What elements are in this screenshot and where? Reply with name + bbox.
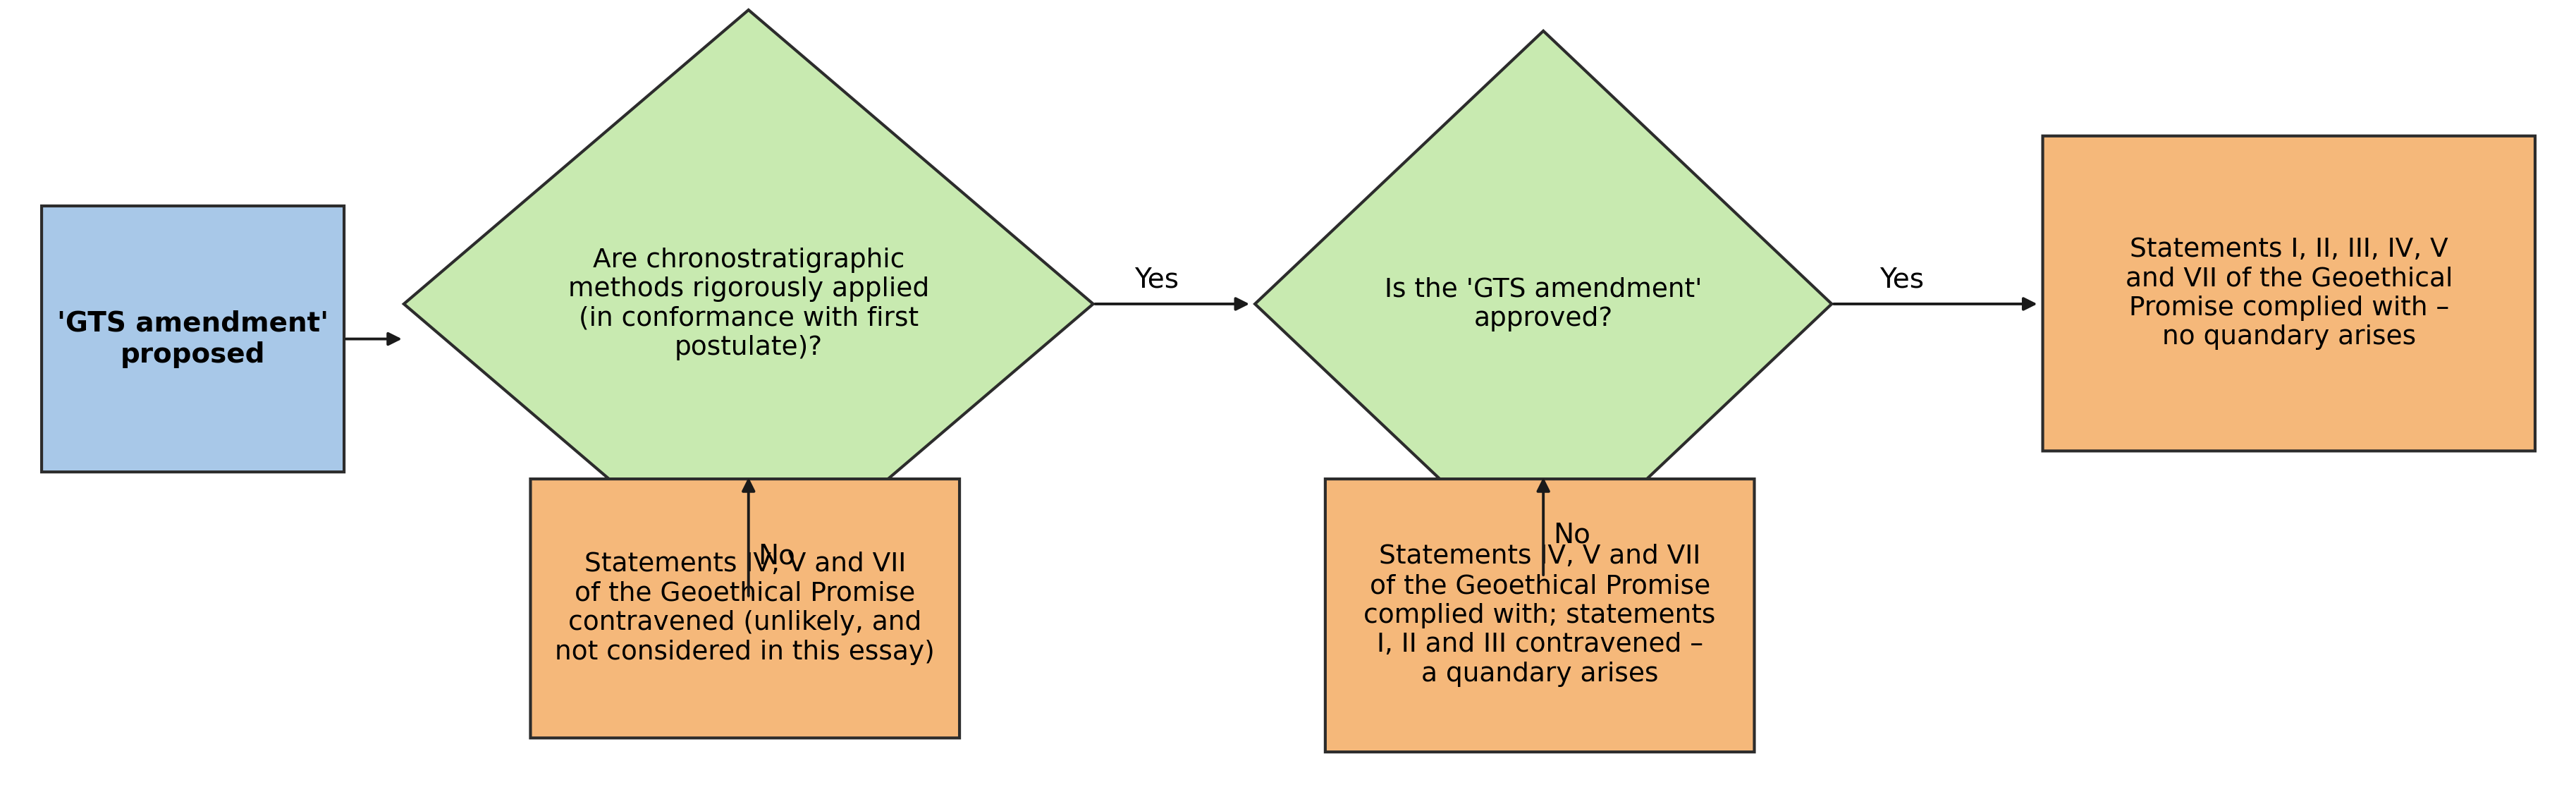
FancyBboxPatch shape <box>41 206 345 472</box>
FancyBboxPatch shape <box>531 479 958 738</box>
Text: 'GTS amendment'
proposed: 'GTS amendment' proposed <box>57 310 330 368</box>
Text: Statements IV, V and VII
of the Geoethical Promise
complied with; statements
I, : Statements IV, V and VII of the Geoethic… <box>1363 544 1716 687</box>
FancyBboxPatch shape <box>2043 136 2535 451</box>
Text: Yes: Yes <box>1133 266 1177 293</box>
Text: No: No <box>1553 521 1589 549</box>
Text: Statements I, II, III, IV, V
and VII of the Geoethical
Promise complied with –
n: Statements I, II, III, IV, V and VII of … <box>2125 237 2452 350</box>
Polygon shape <box>1255 31 1832 577</box>
FancyBboxPatch shape <box>1324 479 1754 752</box>
Text: Statements IV, V and VII
of the Geoethical Promise
contravened (unlikely, and
no: Statements IV, V and VII of the Geoethic… <box>554 552 935 665</box>
Text: Is the 'GTS amendment'
approved?: Is the 'GTS amendment' approved? <box>1383 276 1703 331</box>
Text: No: No <box>757 542 796 569</box>
Text: Yes: Yes <box>1880 266 1924 293</box>
Polygon shape <box>404 10 1092 598</box>
Text: Are chronostratigraphic
methods rigorously applied
(in conformance with first
po: Are chronostratigraphic methods rigorous… <box>567 247 930 360</box>
